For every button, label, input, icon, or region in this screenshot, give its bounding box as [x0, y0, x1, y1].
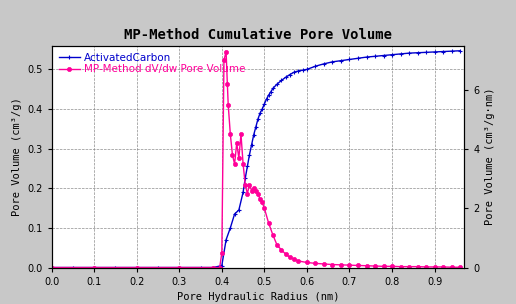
ActivatedCarbon [223, 238, 229, 242]
X-axis label: Pore Hydraulic Radius (nm): Pore Hydraulic Radius (nm) [177, 292, 339, 302]
Y-axis label: Pore Volume (cm³/g·nm): Pore Volume (cm³/g·nm) [485, 88, 495, 225]
MP-Method dV/dw Pore Volume [49, 266, 55, 269]
ActivatedCarbon [406, 51, 412, 55]
Title: MP-Method Cumulative Pore Volume: MP-Method Cumulative Pore Volume [124, 28, 392, 42]
Line: MP-Method dV/dw Pore Volume: MP-Method dV/dw Pore Volume [50, 50, 462, 270]
MP-Method dV/dw Pore Volume [227, 133, 233, 136]
ActivatedCarbon [236, 208, 242, 212]
MP-Method dV/dw Pore Volume [219, 251, 225, 254]
ActivatedCarbon [49, 266, 55, 269]
Line: ActivatedCarbon: ActivatedCarbon [49, 48, 462, 270]
ActivatedCarbon [448, 49, 455, 53]
MP-Method dV/dw Pore Volume [234, 141, 240, 145]
Y-axis label: Pore Volume (cm³/g): Pore Volume (cm³/g) [12, 97, 22, 216]
MP-Method dV/dw Pore Volume [448, 265, 455, 269]
ActivatedCarbon [253, 125, 259, 129]
Legend: ActivatedCarbon, MP-Method dV/dw Pore Volume: ActivatedCarbon, MP-Method dV/dw Pore Vo… [57, 51, 247, 77]
MP-Method dV/dw Pore Volume [223, 50, 229, 53]
ActivatedCarbon [457, 49, 463, 53]
MP-Method dV/dw Pore Volume [414, 265, 421, 268]
ActivatedCarbon [176, 266, 182, 269]
MP-Method dV/dw Pore Volume [457, 265, 463, 269]
MP-Method dV/dw Pore Volume [249, 189, 255, 192]
